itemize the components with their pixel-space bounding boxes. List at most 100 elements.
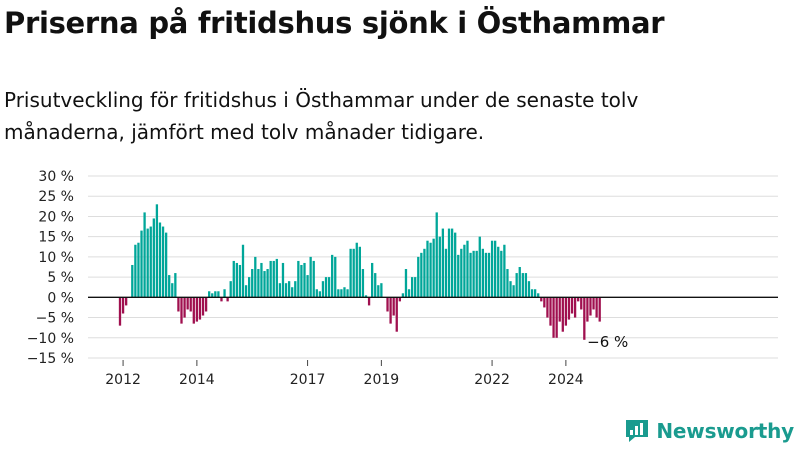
bar [410, 277, 414, 298]
bar [361, 269, 365, 298]
bar [334, 256, 337, 298]
bar [423, 248, 426, 298]
bar [371, 262, 374, 298]
x-tick-label: 2019 [364, 372, 400, 388]
bar [235, 262, 238, 298]
bar [183, 297, 186, 318]
bar [337, 289, 340, 298]
bar-chart: 30 % 25 % 20 % 15 % 10 % 5 % 0 % −5 % −10 % −15 %… [27, 169, 778, 388]
x-axis-labels: 2012 2014 2017 2019 2022 2024 [105, 360, 584, 388]
bar [414, 277, 417, 298]
bar [518, 267, 521, 298]
bar [555, 297, 558, 338]
bar [472, 250, 475, 298]
bar [527, 281, 531, 298]
bar [352, 248, 355, 298]
bar [460, 248, 463, 298]
x-tick-label: 2024 [548, 372, 584, 388]
bar [426, 240, 429, 298]
bar [404, 269, 408, 298]
y-tick-label: −10 % [27, 331, 74, 347]
bar [417, 256, 420, 298]
bar [487, 252, 491, 298]
bar [198, 297, 202, 320]
bar [331, 254, 334, 298]
bar [174, 273, 177, 298]
bar [573, 297, 577, 318]
bar [217, 291, 220, 298]
bar [346, 289, 349, 298]
bar [229, 281, 232, 298]
bar [140, 230, 143, 298]
bar [407, 289, 411, 298]
bar [389, 297, 392, 324]
bar [309, 256, 312, 298]
bar [435, 212, 438, 298]
bar [349, 248, 352, 298]
bar [589, 297, 592, 316]
bar [475, 250, 478, 298]
bar [244, 285, 248, 298]
bar [269, 260, 272, 298]
bar [438, 236, 441, 298]
bar [321, 281, 325, 298]
bar [395, 297, 398, 332]
bar [515, 273, 518, 298]
bar [260, 262, 263, 298]
bar [211, 293, 214, 298]
bar [149, 226, 152, 298]
bar [577, 297, 580, 302]
bar [441, 228, 445, 298]
bar [429, 242, 432, 298]
bar [500, 250, 503, 298]
bar [592, 297, 595, 310]
bar [583, 297, 586, 340]
bar [121, 297, 125, 314]
bar [171, 283, 174, 298]
bar [355, 242, 358, 298]
bar [214, 291, 217, 298]
bar [386, 297, 389, 312]
bar [570, 297, 574, 314]
bar [266, 269, 269, 298]
chart-bars [118, 204, 601, 340]
bar [161, 226, 165, 298]
bar [506, 269, 509, 298]
bar [367, 297, 371, 306]
bar [146, 228, 149, 298]
bar [503, 244, 506, 298]
bar [490, 240, 494, 298]
bar [521, 273, 524, 298]
bar [533, 289, 537, 298]
bar [248, 277, 251, 298]
bar [340, 289, 343, 298]
bar [257, 269, 260, 298]
x-tick-label: 2017 [290, 372, 326, 388]
bar [238, 264, 242, 298]
bar [263, 271, 266, 298]
bar [168, 275, 171, 298]
y-tick-label: 20 % [38, 209, 74, 225]
bar [546, 297, 549, 318]
bar [324, 277, 328, 298]
last-value-label: −6 % [587, 333, 628, 351]
bar [463, 244, 466, 298]
bar [294, 281, 297, 298]
bar [254, 256, 257, 298]
x-tick-label: 2012 [105, 372, 141, 388]
y-tick-label: 25 % [38, 189, 74, 205]
bar [484, 252, 488, 298]
bar [208, 291, 211, 298]
bar [284, 283, 288, 298]
bar [552, 297, 555, 338]
bar [297, 260, 300, 298]
bar [143, 212, 146, 298]
brand-logo: Newsworthy [624, 418, 794, 444]
bar [380, 283, 383, 298]
bar [223, 289, 226, 298]
bar [137, 242, 140, 298]
bar [447, 228, 451, 298]
bar [598, 297, 601, 322]
y-tick-label: 15 % [38, 230, 74, 246]
bar [315, 289, 318, 298]
